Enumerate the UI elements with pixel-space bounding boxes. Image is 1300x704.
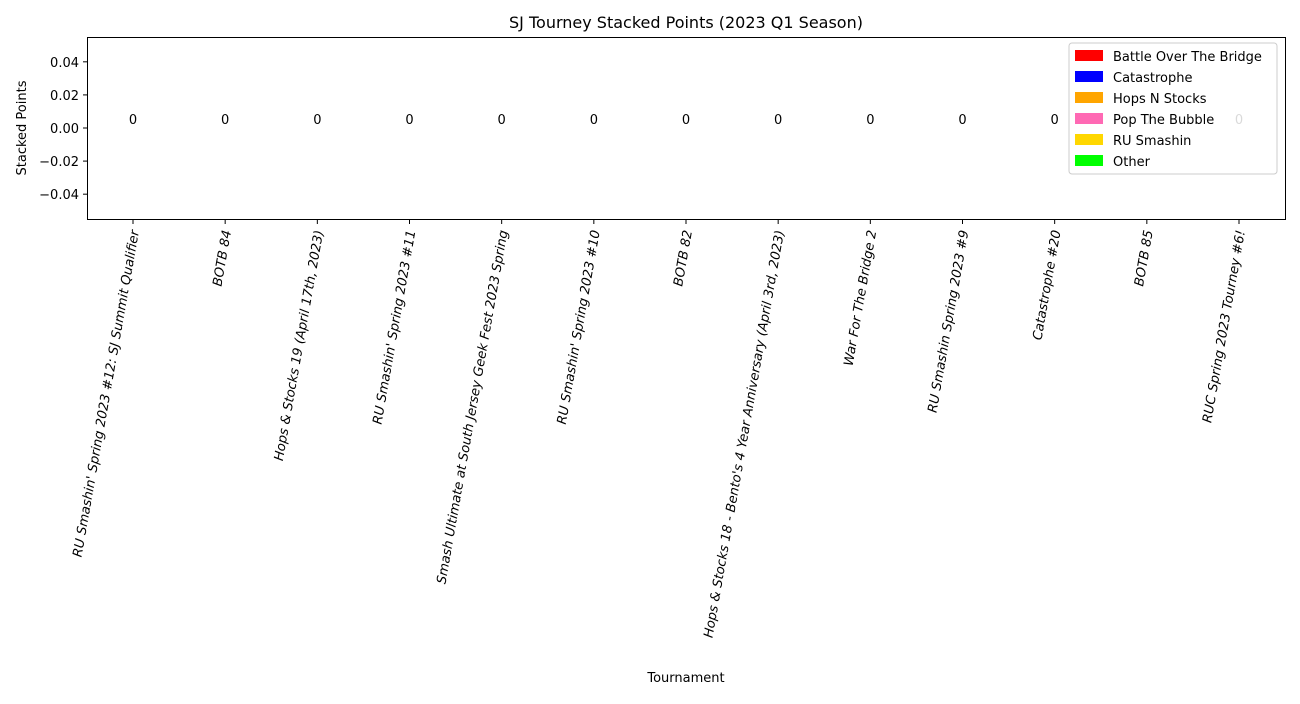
legend: Battle Over The Bridge Catastrophe Hops N … xyxy=(1068,42,1278,175)
x-tick-label: RU Smashin Spring 2023 #9 xyxy=(926,229,973,414)
x-tick-label: War For The Bridge 2 xyxy=(842,229,881,367)
legend-swatch xyxy=(1075,50,1103,61)
bar-total-label: 0 xyxy=(129,113,137,128)
legend-swatch xyxy=(1075,134,1103,145)
x-tick-label: BOTB 85 xyxy=(1132,229,1157,287)
x-tick-label: BOTB 84 xyxy=(210,229,235,287)
bar-total-label: 0 xyxy=(958,113,966,128)
y-tick-label: 0.00 xyxy=(50,122,79,137)
bar-total-label: 0 xyxy=(498,113,506,128)
x-tick-label: RU Smashin' Spring 2023 #11 xyxy=(370,229,419,425)
x-tick-label: BOTB 82 xyxy=(671,229,696,287)
bar-total-label: 0 xyxy=(590,113,598,128)
y-tick-label: −0.02 xyxy=(39,155,79,170)
bar-total-label: 0 xyxy=(866,113,874,128)
x-tick-label: RU Smashin' Spring 2023 #10 xyxy=(555,229,604,425)
legend-entry-label: Catastrophe xyxy=(1113,71,1192,86)
x-axis-ticks: RU Smashin' Spring 2023 #12: SJ Summit Q… xyxy=(71,219,1249,639)
bar-total-label: 0 xyxy=(221,113,229,128)
legend-swatch xyxy=(1075,113,1103,124)
legend-entry-label: Other xyxy=(1113,155,1151,170)
x-tick-label: Catastrophe #20 xyxy=(1030,229,1064,341)
legend-frame xyxy=(1068,42,1278,175)
legend-swatch xyxy=(1075,92,1103,103)
x-tick-label: RU Smashin' Spring 2023 #12: SJ Summit Q… xyxy=(71,227,144,558)
bar-total-label: 0 xyxy=(1051,113,1059,128)
legend-swatch xyxy=(1075,155,1103,166)
y-tick-label: 0.02 xyxy=(50,89,79,104)
bar-total-label: 0 xyxy=(313,113,321,128)
y-axis-ticks: 0.04 0.02 0.00 −0.02 −0.04 xyxy=(39,56,88,203)
bar-total-label: 0 xyxy=(774,113,782,128)
legend-entry-label: Battle Over The Bridge xyxy=(1113,50,1262,65)
bar-total-label: 0 xyxy=(682,113,690,128)
x-tick-label: Hops & Stocks 19 (April 17th, 2023) xyxy=(272,229,327,462)
y-axis-label: Stacked Points xyxy=(15,80,30,175)
legend-entry-label: Pop The Bubble xyxy=(1113,113,1214,128)
x-axis-label: Tournament xyxy=(646,671,724,686)
x-tick-label: Hops & Stocks 18 - Bento's 4 Year Annive… xyxy=(701,229,788,639)
legend-entry-label: RU Smashin xyxy=(1113,134,1191,149)
x-tick-label: RUC Spring 2023 Tourney #6! xyxy=(1200,229,1249,424)
chart-title: SJ Tourney Stacked Points (2023 Q1 Seaso… xyxy=(509,13,863,32)
bar-total-label: 0 xyxy=(405,113,413,128)
y-tick-label: 0.04 xyxy=(50,56,79,71)
legend-entry-label: Hops N Stocks xyxy=(1113,92,1207,107)
x-tick-label: Smash Ultimate at South Jersey Geek Fest… xyxy=(434,229,511,585)
legend-swatch xyxy=(1075,71,1103,82)
y-tick-label: −0.04 xyxy=(39,188,79,203)
